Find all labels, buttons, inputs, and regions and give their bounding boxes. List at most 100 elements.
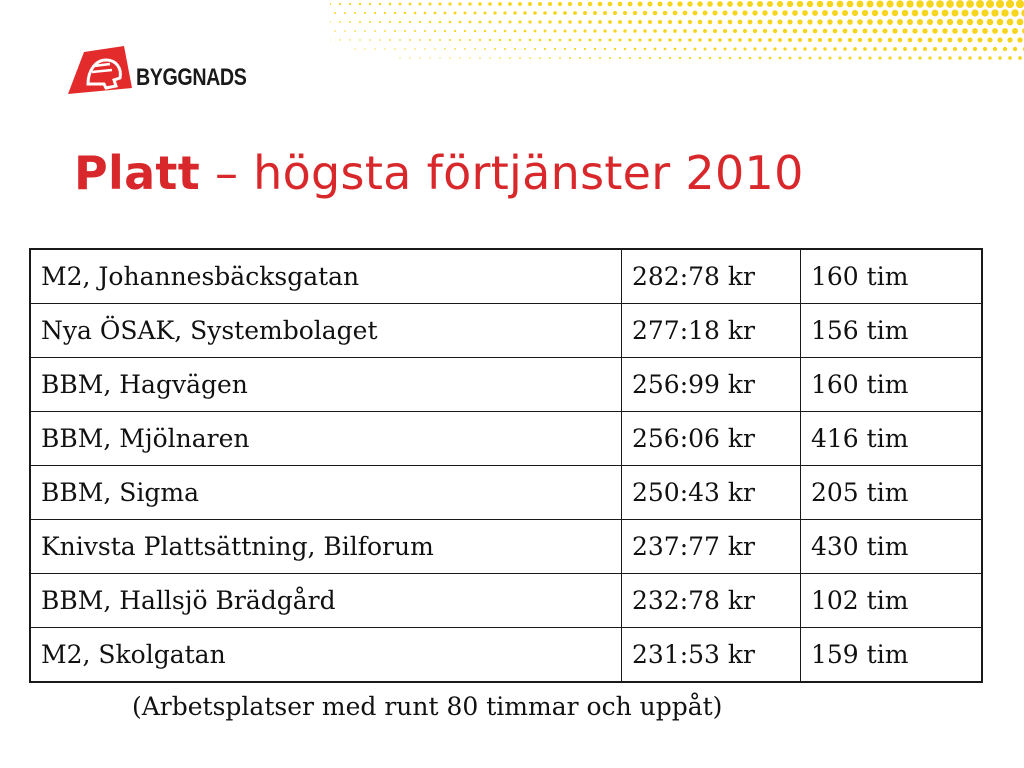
page-title: Platt – högsta förtjänster 2010	[74, 146, 804, 200]
decorative-dot	[922, 28, 928, 34]
decorative-dot	[971, 9, 979, 17]
decorative-dot	[782, 10, 788, 16]
decorative-dot	[893, 47, 897, 51]
decorative-dot	[330, 2, 332, 6]
decorative-dot	[503, 29, 507, 33]
hours-cell: 102 tim	[800, 573, 983, 628]
decorative-dot	[822, 10, 828, 16]
decorative-dot	[378, 20, 382, 24]
decorative-dot	[648, 38, 652, 42]
decorative-dot	[792, 10, 798, 16]
decorative-dot	[453, 11, 457, 15]
decorative-dot	[757, 1, 763, 7]
decorative-dot	[766, 0, 774, 8]
decorative-dot	[339, 21, 341, 23]
decorative-dot	[349, 39, 351, 41]
decorative-dot	[663, 29, 667, 33]
table-row: BBM, Mjölnaren 256:06 kr 416 tim	[29, 411, 983, 466]
decorative-dot	[802, 10, 808, 16]
decorative-dot	[399, 39, 401, 41]
decorative-dot	[937, 37, 943, 43]
decorative-dot	[498, 20, 502, 24]
decorative-dot	[728, 38, 732, 42]
decorative-dot	[428, 20, 432, 24]
site-cell: Nya ÖSAK, Systembolaget	[29, 303, 622, 358]
decorative-dot	[832, 28, 838, 34]
decorative-dot	[568, 20, 572, 24]
decorative-dot	[533, 29, 537, 33]
decorative-dot	[394, 48, 396, 50]
decorative-dot	[424, 48, 426, 50]
decorative-dot	[897, 19, 903, 25]
decorative-dot	[549, 57, 551, 59]
decorative-dot	[908, 56, 912, 60]
decorative-dot	[1002, 46, 1008, 52]
decorative-dot	[638, 20, 642, 24]
decorative-dot	[773, 47, 777, 51]
decorative-dot	[798, 38, 802, 42]
decorative-dot	[479, 57, 481, 59]
decorative-dot	[898, 56, 902, 60]
decorative-dot	[419, 57, 421, 59]
decorative-dot	[838, 56, 842, 60]
decorative-dot	[643, 29, 647, 33]
decorative-dot	[742, 10, 748, 16]
decorative-dot	[932, 46, 938, 52]
decorative-dot	[637, 1, 643, 7]
decorative-dot	[514, 48, 516, 50]
wage-cell: 277:18 kr	[621, 303, 801, 358]
decorative-dot	[876, 0, 884, 8]
hours-cell: 416 tim	[800, 411, 983, 466]
decorative-dot	[583, 47, 587, 51]
decorative-dot	[653, 47, 657, 51]
decorative-dot	[443, 29, 447, 33]
decorative-dot	[848, 56, 852, 60]
decorative-dot	[393, 11, 397, 15]
decorative-dot	[593, 29, 597, 33]
title-rest: – högsta förtjänster 2010	[200, 146, 804, 200]
decorative-dot	[936, 18, 944, 26]
decorative-dot	[717, 19, 723, 25]
decorative-dot	[702, 10, 708, 16]
decorative-dot	[587, 1, 593, 7]
decorative-dot	[358, 2, 362, 6]
decorative-dot	[712, 10, 718, 16]
decorative-dot	[703, 47, 707, 51]
decorative-dot	[763, 47, 767, 51]
decorative-dot	[1016, 18, 1024, 26]
decorative-dot	[419, 39, 421, 41]
decorative-dot	[523, 11, 527, 15]
decorative-dot	[359, 21, 361, 23]
decorative-dot	[967, 37, 973, 43]
decorative-dot	[567, 1, 573, 7]
decorative-dot	[354, 48, 356, 50]
decorative-dot	[837, 19, 843, 25]
decorative-dot	[851, 9, 859, 17]
decorative-dot	[826, 0, 834, 8]
decorative-dot	[528, 38, 532, 42]
decorative-dot	[786, 0, 794, 8]
decorative-dot	[951, 9, 959, 17]
decorative-dot	[858, 56, 862, 60]
decorative-dot	[813, 47, 817, 51]
decorative-dot	[823, 47, 827, 51]
decorative-dot	[906, 0, 914, 8]
decorative-dot	[806, 0, 814, 8]
decorative-dot	[772, 10, 778, 16]
decorative-dot	[981, 9, 989, 17]
decorative-dot	[678, 56, 682, 60]
decorative-dot	[583, 29, 587, 33]
decorative-dot	[758, 56, 762, 60]
decorative-dot	[344, 12, 346, 14]
byggnads-logo-icon	[68, 46, 132, 94]
decorative-dot	[398, 2, 402, 6]
decorative-dot	[991, 9, 999, 17]
decorative-dot	[881, 9, 889, 17]
decorative-dot	[378, 2, 382, 6]
decorative-dot	[518, 2, 522, 6]
decorative-dot	[788, 38, 792, 42]
table-row: M2, Skolgatan 231:53 kr 159 tim	[29, 627, 983, 683]
decorative-dot	[408, 2, 412, 6]
decorative-dot	[449, 57, 451, 59]
